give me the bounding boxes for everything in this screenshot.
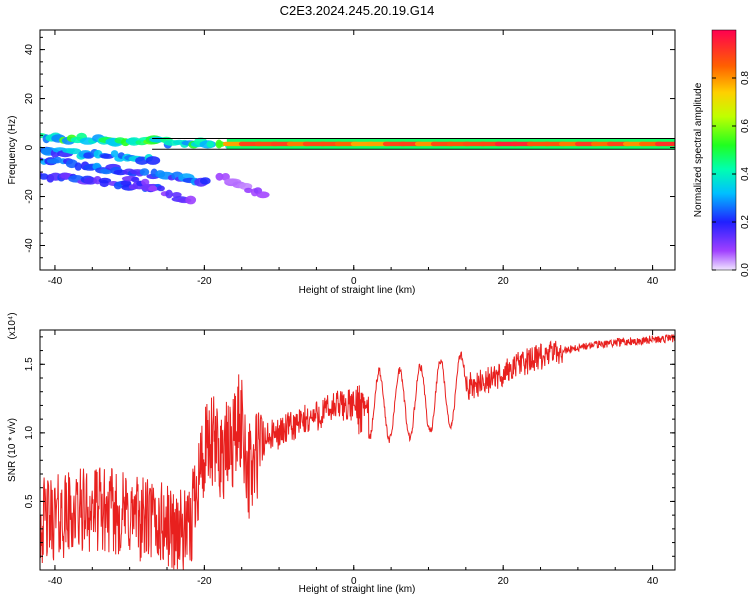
spectrogram-blob [139, 168, 150, 176]
snr-panel: -40 -20 0 20 40 0.5 1.0 1.5 Height of straight… [7, 312, 676, 595]
colorbar-tick-label: 0.6 [740, 119, 750, 133]
spectrogram-blob [185, 195, 197, 205]
spectrogram-blob [256, 191, 270, 199]
spectrogram-blob [40, 173, 49, 180]
chart-title: C2E3.2024.245.20.19.G14 [280, 3, 435, 18]
spectrogram-blob [221, 173, 230, 181]
x-tick-label: 0 [351, 276, 357, 287]
spectrogram-panel: -40 -20 0 20 40 -40 -20 0 20 40 Height of straig… [7, 29, 676, 296]
spectrogram-blob [145, 156, 161, 165]
spectrogram-x-ticks: -40 -20 0 20 40 [48, 30, 659, 287]
x-tick-label: 40 [647, 576, 659, 587]
y-tick-label: -20 [24, 189, 35, 204]
spectrogram-blob [93, 176, 102, 185]
spectrogram-ylabel: Frequency (Hz) [7, 116, 18, 185]
x-tick-label: 0 [351, 576, 357, 587]
spectrogram-blob [157, 185, 165, 192]
spectrogram-blob [110, 150, 119, 158]
x-tick-label: 20 [498, 276, 510, 287]
spectrogram-blob [165, 189, 173, 199]
snr-trace [40, 334, 675, 570]
spectrogram-blob [98, 177, 112, 184]
y-tick-label: -40 [24, 238, 35, 253]
spectrogram-blob [215, 172, 224, 181]
snr-frame [39, 329, 676, 571]
snr-xlabel: Height of straight line (km) [299, 584, 416, 595]
colorbar-ticks: 0.0 0.2 0.4 0.6 0.8 [712, 71, 750, 277]
spectrogram-blob [131, 176, 140, 183]
colorbar-tick-label: 0.4 [740, 167, 750, 181]
y-tick-label: 40 [24, 44, 35, 56]
snr-ylabel: SNR (10 * v/v) [7, 418, 18, 482]
spectrogram-y-ticks: -40 -20 0 20 40 [24, 36, 675, 259]
x-tick-label: -40 [48, 576, 63, 587]
spectrogram-blob [66, 148, 82, 155]
spectrogram-blob [244, 187, 253, 193]
x-tick-label: 20 [498, 576, 510, 587]
x-tick-label: -40 [48, 276, 63, 287]
spectrogram-xlabel: Height of straight line (km) [299, 285, 416, 296]
snr-scale-label: (x10⁴) [7, 312, 18, 339]
spectrogram-blob [148, 185, 158, 192]
snr-x-ticks: -40 -20 0 20 40 [48, 330, 659, 587]
x-tick-label: -20 [197, 276, 212, 287]
colorbar-tick-label: 0.2 [740, 215, 750, 229]
y-tick-label: 1.5 [24, 357, 35, 371]
snr-line-group [40, 334, 675, 570]
snr-y-ticks: 0.5 1.0 1.5 [24, 336, 675, 557]
y-tick-label: 20 [24, 93, 35, 105]
spectrogram-blob [199, 177, 211, 185]
y-tick-label: 0 [24, 144, 35, 150]
spectrogram-blob [100, 153, 115, 159]
spectrogram-band-segment [655, 141, 675, 147]
x-tick-label: -20 [197, 576, 212, 587]
spectrogram-blob [74, 162, 82, 171]
colorbar-label: Normalized spectral amplitude [693, 82, 704, 217]
colorbar-tick-label: 0.0 [740, 263, 750, 277]
spectrogram-heatmap [40, 132, 675, 205]
y-tick-label: 1.0 [24, 425, 35, 439]
colorbar-tick-label: 0.8 [740, 71, 750, 85]
spectrogram-frame [39, 29, 676, 271]
colorbar-gradient [711, 29, 737, 271]
colorbar: 0.0 0.2 0.4 0.6 0.8 Normalized spectral ampl… [693, 29, 750, 277]
spectrogram-blob [216, 141, 226, 147]
y-tick-label: 0.5 [24, 494, 35, 508]
spectrogram-blob [206, 140, 215, 148]
x-tick-label: 40 [647, 276, 659, 287]
